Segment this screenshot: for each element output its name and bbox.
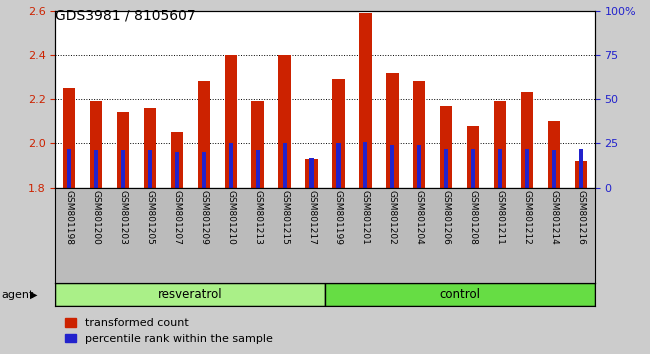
Text: GSM801206: GSM801206 (442, 190, 451, 245)
Text: GSM801212: GSM801212 (523, 190, 532, 245)
Bar (229, 143, 233, 188)
Bar (467, 126, 480, 188)
Bar (224, 55, 237, 188)
Bar (575, 161, 588, 188)
Bar (332, 79, 345, 188)
Text: control: control (439, 288, 480, 301)
Bar (252, 101, 264, 188)
Text: GDS3981 / 8105607: GDS3981 / 8105607 (55, 9, 196, 23)
Bar (525, 149, 529, 188)
Bar (386, 73, 398, 188)
Text: GSM801211: GSM801211 (496, 190, 505, 245)
Bar (255, 150, 259, 188)
Text: GSM801210: GSM801210 (226, 190, 235, 245)
Bar (445, 149, 448, 188)
Text: GSM801207: GSM801207 (172, 190, 181, 245)
Text: GSM801215: GSM801215 (280, 190, 289, 245)
Bar (325, 283, 595, 306)
Text: GSM801208: GSM801208 (469, 190, 478, 245)
Bar (363, 142, 367, 188)
Text: GSM801216: GSM801216 (577, 190, 586, 245)
Bar (116, 113, 129, 188)
Text: GSM801214: GSM801214 (550, 190, 559, 245)
Bar (471, 149, 475, 188)
Bar (202, 152, 205, 188)
Bar (306, 159, 318, 188)
Bar (494, 101, 506, 188)
Bar (67, 149, 71, 188)
Bar (309, 158, 313, 188)
Text: GSM801198: GSM801198 (64, 190, 73, 245)
Text: GSM801204: GSM801204 (415, 190, 424, 245)
Bar (55, 283, 325, 306)
Legend: transformed count, percentile rank within the sample: transformed count, percentile rank withi… (61, 314, 278, 348)
Bar (359, 13, 372, 188)
Text: GSM801209: GSM801209 (199, 190, 208, 245)
Text: GSM801213: GSM801213 (253, 190, 262, 245)
Text: ▶: ▶ (30, 290, 38, 300)
Bar (499, 149, 502, 188)
Bar (278, 55, 291, 188)
Text: GSM801217: GSM801217 (307, 190, 316, 245)
Bar (413, 81, 426, 188)
Text: GSM801199: GSM801199 (334, 190, 343, 245)
Text: agent: agent (1, 290, 34, 300)
Bar (144, 108, 156, 188)
Bar (121, 150, 125, 188)
Text: GSM801201: GSM801201 (361, 190, 370, 245)
Bar (198, 81, 210, 188)
Bar (337, 143, 341, 188)
Bar (548, 121, 560, 188)
Bar (552, 150, 556, 188)
Bar (521, 92, 534, 188)
Bar (175, 152, 179, 188)
Bar (170, 132, 183, 188)
Bar (94, 150, 98, 188)
Text: GSM801205: GSM801205 (145, 190, 154, 245)
Bar (90, 101, 102, 188)
Bar (62, 88, 75, 188)
Bar (283, 143, 287, 188)
Bar (148, 150, 151, 188)
Text: GSM801202: GSM801202 (388, 190, 397, 245)
Bar (440, 106, 452, 188)
Text: resveratrol: resveratrol (158, 288, 222, 301)
Bar (579, 149, 583, 188)
Text: GSM801203: GSM801203 (118, 190, 127, 245)
Text: GSM801200: GSM801200 (91, 190, 100, 245)
Bar (391, 145, 395, 188)
Bar (417, 145, 421, 188)
